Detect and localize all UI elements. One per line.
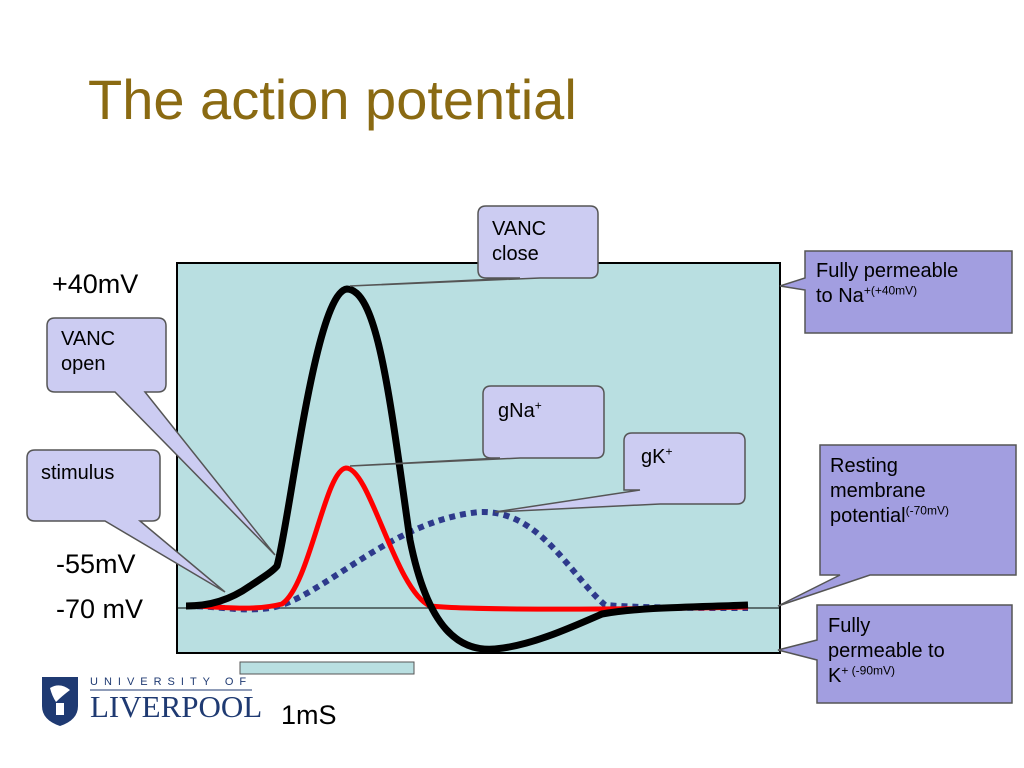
callout-stimulus-text: stimulus	[41, 462, 115, 484]
callout-gk	[494, 432, 746, 513]
university-crest-icon	[42, 677, 78, 726]
callout-vanc-close-text: VANC close	[492, 218, 547, 265]
callout-vanc-open-text: VANC open	[61, 328, 116, 375]
info-box-k	[777, 604, 1013, 704]
callout-gk-text: gK+	[641, 444, 673, 468]
logo-liverpool: LIVERPOOL	[90, 689, 263, 724]
info-box-resting	[777, 444, 1017, 607]
callout-gna	[349, 385, 605, 467]
gna-curve	[185, 465, 749, 612]
info-k-text: Fully permeable to K+ (-90mV)	[828, 615, 945, 687]
label-minus55mv: -55mV	[56, 549, 136, 579]
callout-gna-text: gNa+	[498, 398, 542, 422]
info-resting-text: Resting membrane potential(-70mV)	[830, 455, 949, 527]
membrane-potential-curve	[185, 285, 749, 653]
callout-vanc-open	[46, 317, 276, 556]
logo-university-of: UNIVERSITY OF	[90, 676, 253, 688]
label-minus70mv: -70 mV	[56, 594, 144, 624]
slide-title: The action potential	[88, 68, 577, 131]
time-scale-label: 1mS	[281, 700, 337, 730]
info-na-text: Fully permeable to Na+(+40mV)	[816, 260, 959, 307]
time-scale-bar	[239, 661, 415, 675]
callout-stimulus	[26, 449, 226, 593]
callout-vanc-close	[349, 205, 599, 287]
info-box-na	[779, 250, 1013, 334]
label-plus40mv: +40mV	[52, 269, 139, 299]
